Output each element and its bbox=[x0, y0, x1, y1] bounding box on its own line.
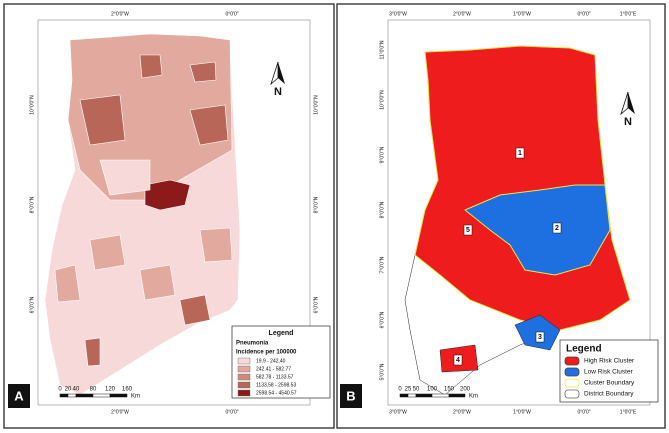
graticule-label: 2°0'0"W bbox=[111, 409, 129, 415]
cluster-label: 2 bbox=[555, 225, 559, 232]
graticule-label: 6°0'0"N bbox=[379, 311, 385, 328]
north-arrow bbox=[270, 61, 279, 86]
graticule-label: 0°0'0" bbox=[225, 11, 238, 17]
graticule-label: 1°0'0"E bbox=[620, 409, 637, 415]
scale-segment bbox=[75, 393, 94, 398]
graticule-label: 0°0'0" bbox=[225, 409, 238, 415]
graticule-label: 2°0'0"W bbox=[453, 11, 471, 17]
legend-swatch bbox=[237, 357, 251, 365]
scale-unit: Km bbox=[131, 394, 140, 400]
graticule-label: 1°0'0"W bbox=[513, 409, 531, 415]
legend-swatch bbox=[564, 389, 580, 399]
graticule-label: 10°0'0"N bbox=[379, 90, 385, 110]
map-a bbox=[44, 33, 241, 396]
scale-label: 50 bbox=[413, 387, 420, 393]
scale-label: 160 bbox=[122, 387, 133, 393]
legend-title: Legend bbox=[269, 330, 294, 337]
cluster-box bbox=[535, 331, 545, 343]
legend-title: Legend bbox=[566, 344, 602, 355]
legend-swatch bbox=[564, 367, 580, 377]
scale-segment bbox=[109, 393, 128, 398]
legend-swatch bbox=[237, 381, 251, 389]
scale-segment bbox=[399, 393, 409, 398]
graticule-label: 3°0'0"W bbox=[389, 11, 407, 17]
scale-label: 40 bbox=[73, 387, 80, 393]
graticule-label: 8°0'0"N bbox=[379, 201, 385, 218]
cluster-box bbox=[463, 224, 473, 236]
legend-caption: Incidence per 100000 bbox=[236, 350, 297, 356]
north-label: N bbox=[624, 116, 632, 128]
graticule-label: 0°0'0" bbox=[577, 409, 590, 415]
north-arrow bbox=[278, 62, 285, 84]
legend-item: High Risk Cluster bbox=[584, 358, 635, 365]
panel-a-neatline bbox=[37, 19, 311, 406]
scale-label: 100 bbox=[427, 387, 438, 393]
graticule-label: 3°0'0"W bbox=[389, 409, 407, 415]
graticule-label: 6°0'0"N bbox=[29, 296, 35, 313]
cluster-label: 3 bbox=[538, 334, 542, 341]
graticule-label: 10°0'0"N bbox=[29, 95, 35, 115]
graticule-label: 7°0'0"N bbox=[379, 256, 385, 273]
map-b bbox=[404, 45, 631, 396]
scale-label: 0 bbox=[58, 387, 62, 393]
scale-segment bbox=[407, 393, 417, 398]
graticule-label: 11°0'0"N bbox=[379, 40, 385, 59]
scale-label: 150 bbox=[444, 387, 455, 393]
scale-unit: Km bbox=[469, 394, 478, 400]
legend-swatch bbox=[237, 365, 251, 373]
panel-b-label-box bbox=[340, 384, 362, 408]
cluster-label: 5 bbox=[466, 227, 470, 234]
scale-segment bbox=[59, 393, 69, 398]
scale-label: 20 bbox=[65, 387, 72, 393]
scale-label: 120 bbox=[105, 387, 116, 393]
graticule-label: 1°0'0"W bbox=[513, 11, 531, 17]
panel-label: A bbox=[14, 388, 24, 403]
legend-item: 2598.54 - 4540.57 bbox=[256, 390, 297, 396]
cluster-box bbox=[552, 222, 562, 234]
legend-swatch bbox=[564, 356, 580, 366]
graticule-label: 8°0'0"N bbox=[29, 196, 35, 213]
scale-label: 0 bbox=[398, 387, 402, 393]
graticule-label: 9°0'0"N bbox=[379, 146, 385, 163]
graticule-label: 5°0'0"N bbox=[379, 363, 385, 380]
graticule-label: 2°0'0"W bbox=[111, 11, 129, 17]
scale-segment bbox=[448, 393, 466, 398]
graticule-label: 0°0'0" bbox=[577, 11, 590, 17]
legend-item: 242.41 - 582.77 bbox=[256, 366, 291, 372]
legend-item: District Boundary bbox=[584, 391, 634, 398]
scale-segment bbox=[415, 393, 433, 398]
panel-a-label-box bbox=[8, 384, 30, 408]
scale-label: 200 bbox=[460, 387, 471, 393]
legend-item: 582.78 - 1133.57 bbox=[256, 374, 294, 380]
scale-segment bbox=[92, 393, 111, 398]
legend-swatch bbox=[237, 373, 251, 381]
north-arrow bbox=[628, 92, 635, 114]
north-label: N bbox=[274, 86, 282, 98]
north-arrow bbox=[620, 91, 629, 116]
cluster-box bbox=[453, 354, 463, 366]
graticule-label: 6°0'0"N bbox=[313, 296, 319, 313]
legend-item: Low Risk Cluster bbox=[584, 369, 634, 376]
cluster-label: 1 bbox=[518, 150, 522, 157]
scale-segment bbox=[431, 393, 450, 398]
legend-item: 1133.58 - 2598.53 bbox=[256, 382, 296, 388]
cluster-box bbox=[515, 147, 525, 159]
panel-b-neatline bbox=[387, 19, 651, 406]
legend-subtitle: Pneumonia bbox=[236, 341, 269, 347]
legend-item: 19.9 - 242.40 bbox=[256, 358, 286, 364]
scale-label: 80 bbox=[90, 387, 97, 393]
graticule-label: 1°0'0"E bbox=[620, 11, 637, 17]
scale-segment bbox=[67, 393, 77, 398]
graticule-label: 10°0'0"N bbox=[313, 95, 319, 115]
graticule-label: 2°0'0"W bbox=[453, 409, 471, 415]
legend-swatch bbox=[237, 389, 251, 397]
graticule-label: 8°0'0"N bbox=[313, 196, 319, 213]
scale-label: 25 bbox=[405, 387, 412, 393]
legend-swatch bbox=[564, 378, 580, 388]
panel-label: B bbox=[346, 388, 355, 403]
legend-item: Cluster Boundary bbox=[584, 380, 635, 387]
cluster-label: 4 bbox=[456, 357, 460, 364]
